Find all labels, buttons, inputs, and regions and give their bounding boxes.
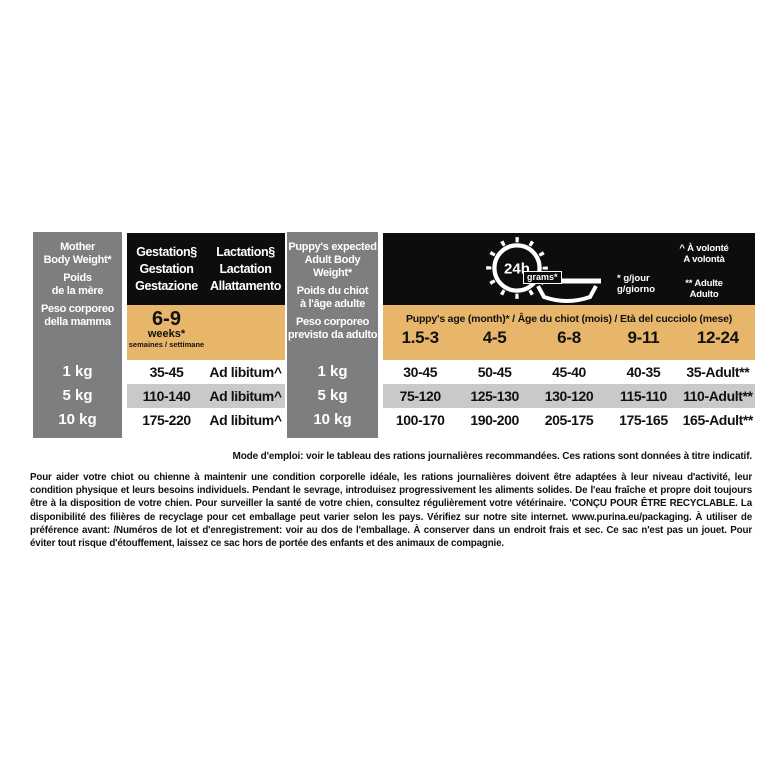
ration-value-cell: 50-45: [477, 364, 512, 380]
age-column-header: 4-5: [482, 328, 507, 347]
gestation-value-cell: 35-45: [149, 364, 184, 380]
table-row: 175-220 Ad libitum^: [127, 408, 285, 432]
ration-value-cell: 40-35: [626, 364, 661, 380]
ration-value-cell: 165-Adult**: [682, 412, 754, 428]
ration-value-cell: 100-170: [395, 412, 445, 428]
lactation-value-cell: Ad libitum^: [209, 412, 282, 428]
gestation-lactation-table: Gestation§ Gestation Gestazione Lactatio…: [127, 232, 285, 438]
footnote-ad-libitum-fr: ^ À volonté: [679, 243, 729, 254]
gestation-lactation-rows: 35-45 Ad libitum^ 110-140 Ad libitum^ 17…: [127, 360, 285, 432]
mother-header-line: Peso corporeo: [40, 303, 115, 315]
footnote-adult-it: Adulto: [689, 289, 719, 300]
mother-weight-10kg: 10 kg: [58, 411, 97, 428]
mother-weight-column: Mother Body Weight* Poids de la mère Pes…: [33, 232, 122, 438]
mother-header-line: della mamma: [44, 316, 111, 328]
table-row: 35-45 Ad libitum^: [127, 360, 285, 384]
gestation-column-header: Gestation§ Gestation Gestazione: [127, 233, 206, 305]
ration-value-cell: 75-120: [399, 388, 442, 404]
table-row: 30-45 50-45 45-40 40-35 35-Adult**: [383, 360, 755, 384]
gestation-weeks-unit: weeks*: [147, 328, 186, 340]
puppy-weight-header: Puppy's expected Adult Body Weight* Poid…: [287, 232, 378, 342]
ration-value-cell: 175-165: [619, 412, 668, 428]
puppy-rations-table: 24h grams* * g/jour g/giorno ^ À volonté…: [383, 232, 755, 438]
feeding-guide-block: Mother Body Weight* Poids de la mère Pes…: [30, 232, 755, 438]
gestation-period-band: 6-9 weeks* semaines / settimane: [127, 305, 285, 360]
age-column-header: 6-8: [557, 328, 581, 347]
puppy-age-header: Puppy's age (month)* / Âge du chiot (moi…: [405, 313, 733, 325]
usage-intro-line: Mode d'emploi: voir le tableau des ratio…: [30, 451, 753, 462]
mother-header-line: Mother: [60, 241, 95, 253]
age-column-header: 9-11: [627, 328, 660, 347]
puppy-rations-rows: 30-45 50-45 45-40 40-35 35-Adult** 75-12…: [383, 360, 755, 432]
usage-body-text: Pour aider votre chiot ou chienne à main…: [30, 472, 752, 550]
lactation-label-it: Allattamento: [210, 278, 281, 293]
mother-weight-1kg: 1 kg: [62, 363, 93, 380]
lactation-label-en: Lactation§: [216, 244, 275, 259]
footnote-ad-libitum-it: A volontà: [683, 254, 725, 265]
table-row: 100-170 190-200 205-175 175-165 165-Adul…: [383, 408, 755, 432]
gestation-label-fr: Gestation: [139, 261, 194, 276]
gestation-lactation-header: Gestation§ Gestation Gestazione Lactatio…: [127, 233, 285, 305]
gestation-period: 6-9 weeks* semaines / settimane: [127, 305, 206, 350]
puppy-header-line: previsto da adulto: [287, 329, 378, 341]
food-bowl-group: grams*: [523, 271, 611, 303]
table-row: 75-120 125-130 130-120 115-110 110-Adult…: [383, 384, 755, 408]
puppy-header-line: Peso corporeo: [295, 316, 370, 328]
gestation-label-en: Gestation§: [136, 244, 197, 259]
ration-value-cell: 125-130: [470, 388, 519, 404]
table-row: 110-140 Ad libitum^: [127, 384, 285, 408]
mother-header-line: de la mère: [51, 285, 104, 297]
header-footnotes: ^ À volonté A volontà ** Adulte Adulto: [655, 243, 753, 300]
usage-intro-text: voir le tableau des rations journalières…: [303, 451, 752, 462]
puppy-weight-10kg: 10 kg: [313, 411, 352, 428]
gestation-value-cell: 110-140: [142, 388, 191, 404]
puppy-age-band: Puppy's age (month)* / Âge du chiot (moi…: [383, 305, 755, 360]
ration-value-cell: 205-175: [544, 412, 594, 428]
ration-value-cell: 130-120: [544, 388, 594, 404]
gestation-weeks-translation: semaines / settimane: [128, 340, 205, 349]
mother-header-line: Poids: [63, 272, 92, 284]
puppy-rations-header: 24h grams* * g/jour g/giorno ^ À volonté…: [383, 233, 755, 305]
mother-header-line: Body Weight*: [43, 254, 112, 266]
puppy-adult-weight-column: Puppy's expected Adult Body Weight* Poid…: [287, 232, 378, 438]
lactation-label-fr: Lactation: [219, 261, 272, 276]
puppy-weight-1kg: 1 kg: [317, 363, 348, 380]
mother-weight-header: Mother Body Weight* Poids de la mère Pes…: [33, 232, 122, 329]
puppy-header-line: Adult Body Weight*: [304, 254, 361, 279]
puppy-header-line: à l'âge adulte: [299, 298, 366, 310]
puppy-header-line: Poids du chiot: [296, 285, 369, 297]
age-column-header: 12-24: [696, 328, 739, 347]
footnote-adult-fr: ** Adulte: [685, 278, 723, 289]
ration-value-cell: 115-110: [619, 388, 667, 404]
ration-value-cell: 45-40: [552, 364, 586, 380]
lactation-value-cell: Ad libitum^: [209, 364, 282, 380]
grams-per-day-units: * g/jour g/giorno: [617, 273, 655, 295]
grams-label: grams*: [523, 271, 562, 284]
ration-value-cell: 30-45: [403, 364, 438, 380]
ration-value-cell: 190-200: [470, 412, 519, 428]
usage-intro-bold: Mode d'emploi:: [232, 451, 304, 462]
ration-value-cell: 35-Adult**: [686, 364, 750, 380]
unit-line-it: g/giorno: [617, 284, 655, 295]
gestation-value-cell: 175-220: [142, 412, 191, 428]
mother-weight-5kg: 5 kg: [62, 387, 93, 404]
gestation-weeks-value: 6-9: [152, 308, 181, 330]
lactation-column-header: Lactation§ Lactation Allattamento: [206, 233, 285, 305]
lactation-value-cell: Ad libitum^: [209, 388, 282, 404]
age-column-header: 1.5-3: [401, 328, 440, 347]
ration-value-cell: 110-Adult**: [683, 388, 753, 404]
gestation-label-it: Gestazione: [135, 278, 198, 293]
puppy-age-columns: 1.5-3 4-5 6-8 9-11 12-24: [383, 328, 755, 348]
unit-line-fr: * g/jour: [617, 273, 650, 284]
puppy-header-line: Puppy's expected: [288, 241, 377, 253]
puppy-weight-5kg: 5 kg: [317, 387, 348, 404]
